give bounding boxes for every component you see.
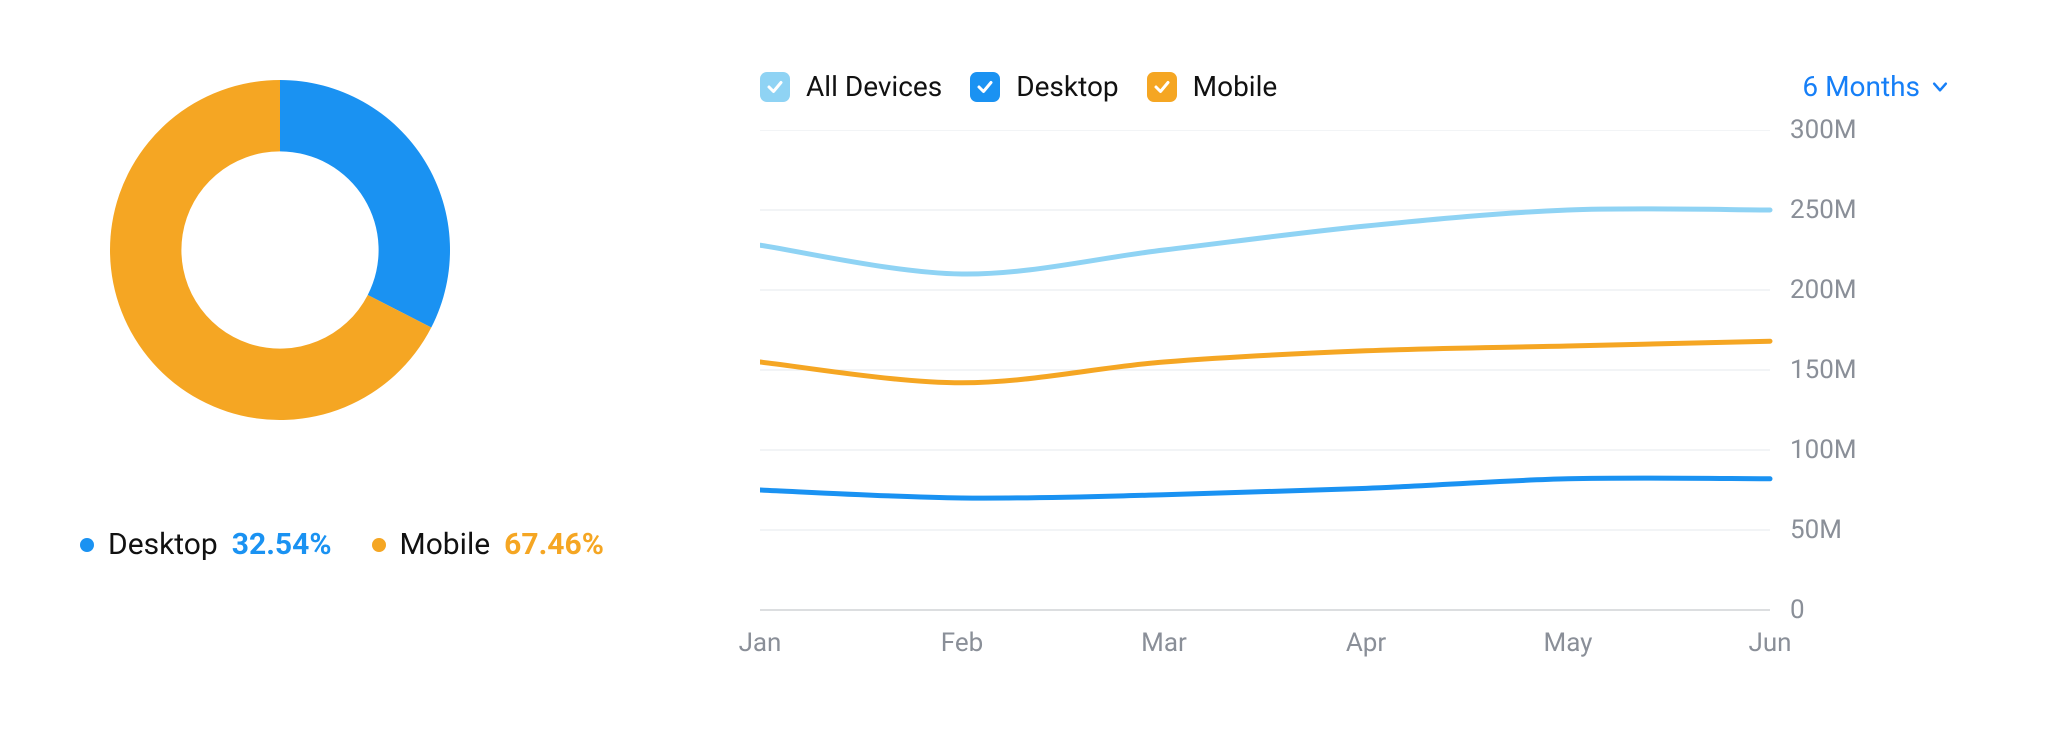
donut-legend: Desktop 32.54% Mobile 67.46% (80, 530, 604, 560)
y-tick-label: 250M (1790, 195, 1857, 225)
legend-item-all-devices[interactable]: All Devices (760, 70, 942, 103)
x-tick-label: Mar (1141, 628, 1187, 658)
x-tick-label: Apr (1346, 628, 1386, 658)
dot-icon (80, 538, 94, 552)
legend-label: All Devices (806, 70, 942, 103)
y-tick-label: 100M (1790, 435, 1857, 465)
dot-icon (372, 538, 386, 552)
checkbox-icon[interactable] (760, 72, 790, 102)
traffic-line-chart: All Devices Desktop Mobile 6 Months (760, 70, 1950, 680)
period-selector-label: 6 Months (1802, 70, 1920, 103)
legend-item-mobile[interactable]: Mobile (1147, 70, 1278, 103)
checkbox-icon[interactable] (1147, 72, 1177, 102)
series-line-desktop (760, 478, 1770, 498)
x-tick-label: Jun (1748, 628, 1791, 658)
dashboard-canvas: { "colors": { "desktop": "#1a92f2", "mob… (0, 0, 2048, 750)
chevron-down-icon (1930, 77, 1950, 97)
line-plot: 050M100M150M200M250M300MJanFebMarAprMayJ… (760, 130, 2010, 690)
x-tick-label: May (1544, 628, 1593, 658)
donut-legend-label: Desktop (108, 530, 218, 560)
donut-slice-desktop (280, 80, 450, 328)
donut-legend-value: 32.54% (232, 530, 332, 560)
y-tick-label: 0 (1790, 595, 1805, 625)
series-line-all (760, 209, 1770, 274)
line-legend: All Devices Desktop Mobile 6 Months (760, 70, 1950, 103)
legend-label: Desktop (1016, 70, 1118, 103)
y-tick-label: 150M (1790, 355, 1857, 385)
donut-legend-value: 67.46% (504, 530, 604, 560)
period-selector[interactable]: 6 Months (1802, 70, 1950, 103)
series-line-mobile (760, 341, 1770, 383)
x-tick-label: Feb (941, 628, 984, 658)
legend-label: Mobile (1193, 70, 1278, 103)
device-share-donut (110, 80, 450, 420)
donut-legend-item-desktop: Desktop 32.54% (80, 530, 332, 560)
donut-legend-label: Mobile (400, 530, 491, 560)
legend-item-desktop[interactable]: Desktop (970, 70, 1118, 103)
y-tick-label: 200M (1790, 275, 1857, 305)
donut-legend-item-mobile: Mobile 67.46% (372, 530, 604, 560)
y-tick-label: 300M (1790, 115, 1857, 145)
donut-svg (110, 80, 450, 420)
y-tick-label: 50M (1790, 515, 1842, 545)
line-plot-svg (760, 130, 1850, 630)
x-tick-label: Jan (739, 628, 782, 658)
checkbox-icon[interactable] (970, 72, 1000, 102)
